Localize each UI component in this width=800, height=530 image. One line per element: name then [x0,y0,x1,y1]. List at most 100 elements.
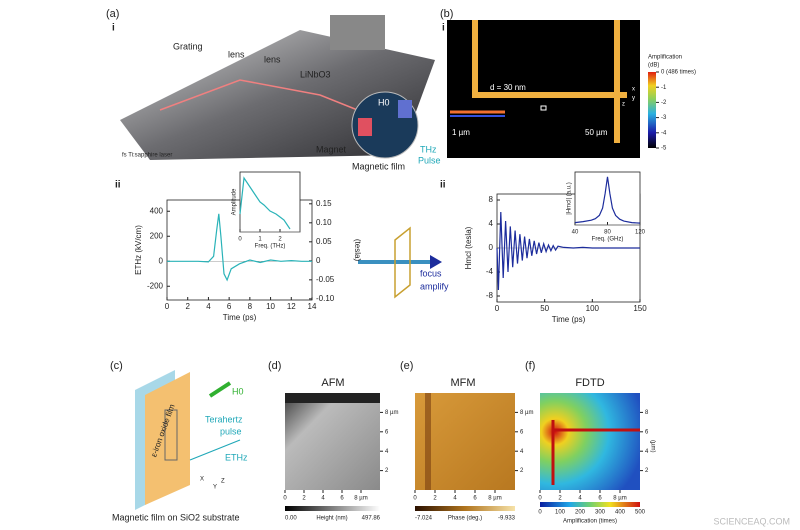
scale-label: 50 µm [585,128,608,137]
y-tick-label: 8 µm [385,410,398,416]
afm-image [285,393,380,490]
colorbar-label: Amplification (times) [563,519,617,525]
panel-label: (f) [525,360,535,372]
axis-label: Z [221,479,225,485]
x-tick-label: 6 [598,496,602,502]
fdtd-image [551,420,640,485]
x-tick-label: 4 [206,302,211,311]
y2-axis-label: (tesla) [353,239,362,262]
panel-label: (e) [400,360,413,372]
caption: Magnetic film on SiO2 substrate [112,512,240,522]
x-tick-label: 0 [538,496,542,502]
colorbar-tick-label: 0 [538,510,542,516]
colorbar-label: Phase (deg.) [448,516,482,522]
x-axis-label: Freq. (THz) [255,244,286,250]
watermark: SCIENCEAQ.COM [713,516,790,526]
panel-title: MFM [450,377,475,389]
field-arrow [208,381,232,398]
label: lens [228,49,245,59]
x-tick-label: 8 [248,302,253,311]
y2-tick-label: 0.15 [316,199,332,208]
y-tick-label: -200 [147,281,164,290]
x-tick-label: 50 [540,304,549,313]
colorbar [415,506,515,511]
colorbar-title: Amplification [648,55,682,61]
label: fs Ti:sapphire laser [122,153,172,159]
colorbar-label: 0.00 [285,516,297,522]
y2-tick-label: 0.05 [316,237,332,246]
x-axis-label: Time (ps) [223,313,257,322]
label: Magnetic film [352,161,405,171]
x-tick-label: 8 µm [613,496,626,502]
laser-beam [159,79,371,116]
x-tick-label: 80 [604,230,611,236]
colorbar [540,502,640,507]
equipment [330,15,385,50]
axis-label: y [632,96,635,102]
label: lens [264,54,281,64]
sub-label: ii [115,180,121,191]
x-tick-label: 0 [495,304,500,313]
axis-label: z [622,102,625,108]
y-tick-label: 2 [385,468,389,474]
x-tick-label: 6 [340,496,344,502]
colorbar [285,506,380,511]
fdtd-image [540,393,640,490]
magnet [358,118,372,136]
film [145,372,190,505]
colorbar-label: -9.933 [498,516,516,522]
y-tick-label: 400 [150,206,164,215]
axis-label: (µm) [649,440,655,452]
y-tick-label: 6 [385,429,389,435]
axis-label: Y [213,485,217,491]
plot-frame [239,171,301,233]
x-tick-label: 10 [266,302,275,311]
colorbar-tick-label: -5 [661,146,667,152]
pulse [189,439,241,461]
sub-label: i [442,23,445,34]
colorbar-tick-label: 300 [595,510,606,516]
arrow-head [430,255,442,269]
sub-label: i [112,23,115,34]
colorbar-tick-label: 200 [575,510,586,516]
y-tick-label: 4 [520,449,524,455]
x-axis-label: Freq. (GHz) [592,237,624,243]
y-tick-label: 8 [645,410,649,416]
label: focus [420,268,442,278]
colorbar-label: Height (nm) [316,516,347,522]
antenna [472,20,627,143]
x-tick-label: 40 [572,230,579,236]
y-tick-label: 8 [489,195,494,204]
data-line [496,211,640,291]
y-tick-label: 0 [159,256,164,265]
colorbar-label: 497.86 [362,516,381,522]
label: d = 30 nm [490,83,526,92]
x-tick-label: 2 [433,496,437,502]
y-axis-label: |Hmcl| (a.u.) [567,182,573,214]
y-axis-label: Hmcl (tesla) [464,226,473,269]
colorbar-title: (dB) [648,63,659,69]
mfm-image [425,393,431,490]
y-tick-label: 4 [489,219,494,228]
data-line [167,213,312,282]
mfm-image [415,393,515,490]
magnet [398,100,412,118]
scale-label: 1 µm [452,128,470,137]
x-tick-label: 2 [302,496,306,502]
colorbar-tick-label: 0 (486 times) [661,70,696,76]
y-tick-label: -8 [486,291,494,300]
x-tick-label: 8 µm [488,496,501,502]
x-tick-label: 100 [586,304,600,313]
colorbar-tick-label: -2 [661,100,667,106]
y2-tick-label: 0 [316,256,321,265]
y2-tick-label: -0.05 [316,275,335,284]
label: THz [420,144,437,154]
label: Magnet [316,144,347,154]
panel-title: FDTD [575,377,604,389]
y-tick-label: 6 [645,429,649,435]
panel-title: AFM [321,377,344,389]
colorbar-tick-label: -1 [661,85,667,91]
x-tick-label: 2 [278,237,282,243]
label: pulse [220,426,242,436]
